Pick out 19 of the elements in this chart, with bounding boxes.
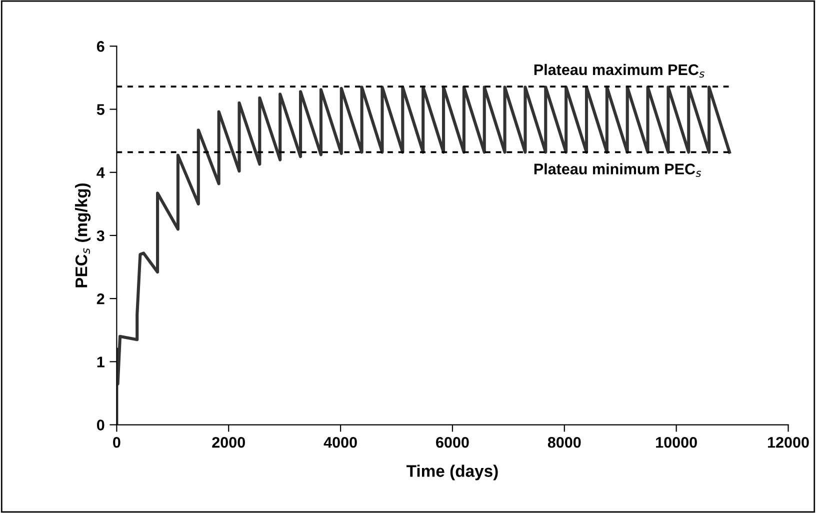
line-series <box>116 86 732 425</box>
y-tick-label: 5 <box>96 104 104 115</box>
x-tick-label: 4000 <box>324 436 357 448</box>
x-tick-label: 6000 <box>436 436 469 448</box>
y-axis-title: PEC$_{s}$ (mg/kg) <box>75 183 91 288</box>
y-tick-label: 4 <box>96 167 105 178</box>
y-tick-label: 6 <box>96 41 104 52</box>
x-tick-label: 12000 <box>768 436 809 448</box>
y-tick-label: 1 <box>97 356 104 368</box>
x-tick-label: 0 <box>113 436 120 448</box>
x-tick-label: 10000 <box>656 436 697 448</box>
x-axis-title: Time (days) <box>406 464 498 480</box>
y-tick-label: 0 <box>96 420 104 430</box>
x-tick-label: 2000 <box>212 436 245 448</box>
ref-line-label: Plateau minimum PEC$_{s}$ <box>534 163 702 177</box>
y-tick-label: 2 <box>96 293 104 304</box>
y-tick-label: 3 <box>96 230 104 242</box>
ref-line-label: Plateau maximum PEC$_{s}$ <box>534 64 704 78</box>
x-tick-label: 8000 <box>548 436 581 448</box>
